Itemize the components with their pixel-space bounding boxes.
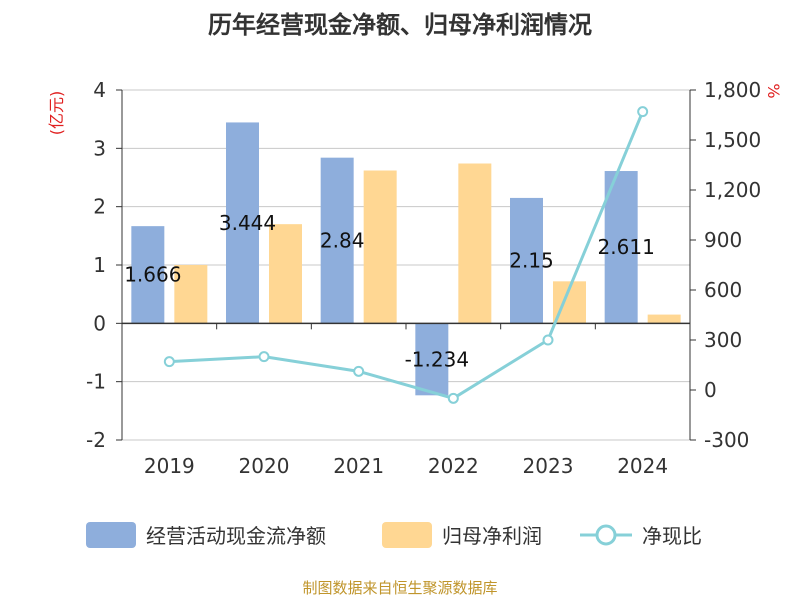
right-axis-tick-label: 1,800 <box>704 78 761 102</box>
data-label-cash-flow: 2.15 <box>509 249 554 273</box>
left-axis-tick-label: -1 <box>86 370 106 394</box>
bar-net-profit <box>174 265 208 324</box>
point-cash-ratio <box>637 106 649 118</box>
data-label-cash-flow: -1.234 <box>405 347 469 371</box>
x-axis-tick-label: 2019 <box>144 454 195 478</box>
right-axis-tick-label: 600 <box>704 278 742 302</box>
x-axis-tick-label: 2023 <box>523 454 574 478</box>
right-axis-tick-label: -300 <box>704 428 749 452</box>
legend-label-cash-flow: 经营活动现金流净额 <box>146 524 326 548</box>
data-label-cash-flow: 3.444 <box>219 211 276 235</box>
chart-title: 历年经营现金净额、归母净利润情况 <box>208 11 592 39</box>
left-axis-tick-label: -2 <box>86 428 106 452</box>
point-cash-ratio <box>163 356 175 368</box>
x-axis-tick-label: 2021 <box>333 454 384 478</box>
x-axis-tick-label: 2020 <box>239 454 290 478</box>
left-axis-tick-label: 1 <box>93 253 106 277</box>
legend-swatch-cash-flow <box>86 522 136 548</box>
left-axis-tick-label: 2 <box>93 195 106 219</box>
right-axis-tick-label: 900 <box>704 228 742 252</box>
right-axis-tick-label: 0 <box>704 378 717 402</box>
bar-cash-flow <box>226 122 259 324</box>
data-label-cash-flow: 2.611 <box>598 235 655 259</box>
bar-net-profit <box>363 170 397 324</box>
left-axis-tick-label: 4 <box>93 78 106 102</box>
bar-net-profit <box>647 314 681 324</box>
left-axis-tick-label: 0 <box>93 311 106 335</box>
bar-cash-flow <box>604 171 638 324</box>
line-cash-ratio <box>169 111 645 400</box>
bar-layer <box>131 122 681 396</box>
point-cash-ratio <box>353 365 365 377</box>
data-label-cash-flow: 2.84 <box>320 229 365 253</box>
left-axis-tick-label: 3 <box>93 136 106 160</box>
right-axis-tick-label: 1,200 <box>704 178 761 202</box>
legend: 经营活动现金流净额 归母净利润 净现比 <box>86 522 702 548</box>
right-axis-unit: % <box>764 83 783 98</box>
x-axis-tick-label: 2022 <box>428 454 479 478</box>
data-label-cash-flow: 1.666 <box>124 263 181 287</box>
point-cash-ratio <box>447 392 459 404</box>
data-source: 制图数据来自恒生聚源数据库 <box>302 579 497 597</box>
grid-layer <box>122 89 690 441</box>
legend-swatch-net-profit <box>382 522 432 548</box>
bar-cash-flow <box>320 157 354 324</box>
right-axis-tick-label: 300 <box>704 328 742 352</box>
point-cash-ratio <box>258 351 270 363</box>
legend-label-cash-ratio: 净现比 <box>642 524 702 548</box>
bar-cash-flow <box>510 197 543 324</box>
legend-marker-cash-ratio <box>595 524 617 546</box>
bar-cash-flow <box>415 323 449 396</box>
line-layer <box>163 106 649 404</box>
bar-net-profit <box>269 224 302 324</box>
legend-label-net-profit: 归母净利润 <box>442 524 542 548</box>
right-axis-tick-label: 1,500 <box>704 128 761 152</box>
left-axis-unit: (亿元) <box>47 91 66 136</box>
point-cash-ratio <box>542 334 554 346</box>
axis-layer: 4 3 2 1 0 -1 -2 1,800 1,500 1,200 900 600 300 0 -300 20… <box>86 78 761 478</box>
bar-cash-flow <box>131 226 165 324</box>
label-layer: 1.666 3.444 2.84 -1.234 2.15 2.611 <box>124 211 655 371</box>
bar-net-profit <box>458 163 492 324</box>
x-axis-tick-label: 2024 <box>617 454 668 478</box>
